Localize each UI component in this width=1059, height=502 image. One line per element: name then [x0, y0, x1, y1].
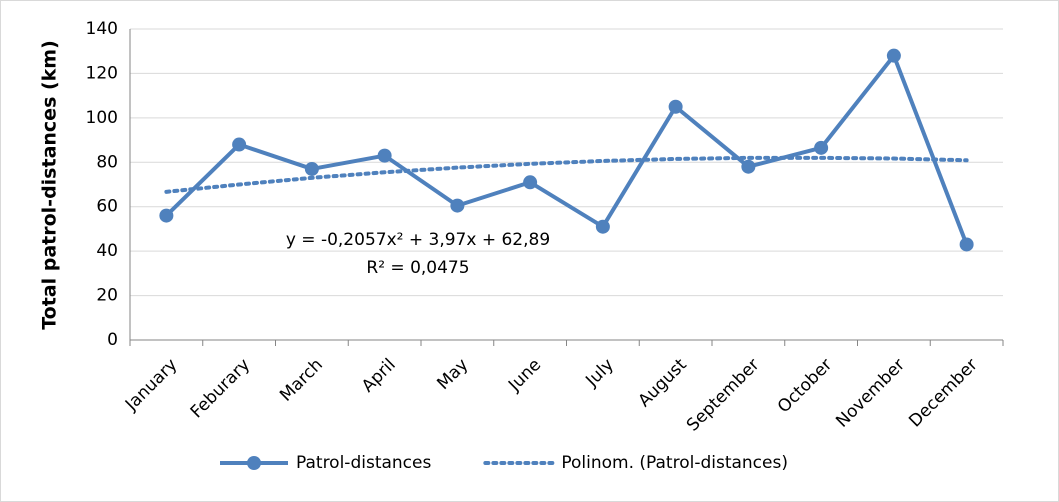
y-tick-label: 120: [86, 63, 118, 83]
data-point: [159, 208, 174, 223]
data-point: [959, 237, 974, 252]
trend-r2: R² = 0,0475: [366, 258, 469, 278]
trend-equation: y = -0,2057x² + 3,97x + 62,89: [286, 230, 550, 250]
data-point: [814, 140, 829, 155]
y-tick-label: 0: [107, 330, 118, 350]
legend-label: Polinom. (Patrol-distances): [561, 453, 788, 473]
data-point: [377, 148, 392, 163]
data-point: [741, 159, 756, 174]
legend-label: Patrol-distances: [296, 453, 431, 473]
legend-marker: [247, 456, 261, 470]
data-point: [232, 137, 247, 152]
y-tick-label: 40: [96, 241, 118, 261]
data-point: [668, 99, 683, 114]
y-tick-label: 140: [86, 19, 118, 39]
data-point: [304, 161, 319, 176]
y-tick-label: 60: [96, 197, 118, 217]
data-point: [523, 175, 538, 190]
data-line: [164, 53, 969, 246]
y-tick-label: 100: [86, 108, 118, 128]
data-point: [595, 219, 610, 234]
y-axis-title: Total patrol-distances (km): [39, 40, 61, 330]
data-point: [886, 48, 901, 63]
trend-line: [164, 155, 969, 194]
y-tick-label: 20: [96, 286, 118, 306]
y-tick-label: 80: [96, 152, 118, 172]
data-point: [450, 198, 465, 213]
